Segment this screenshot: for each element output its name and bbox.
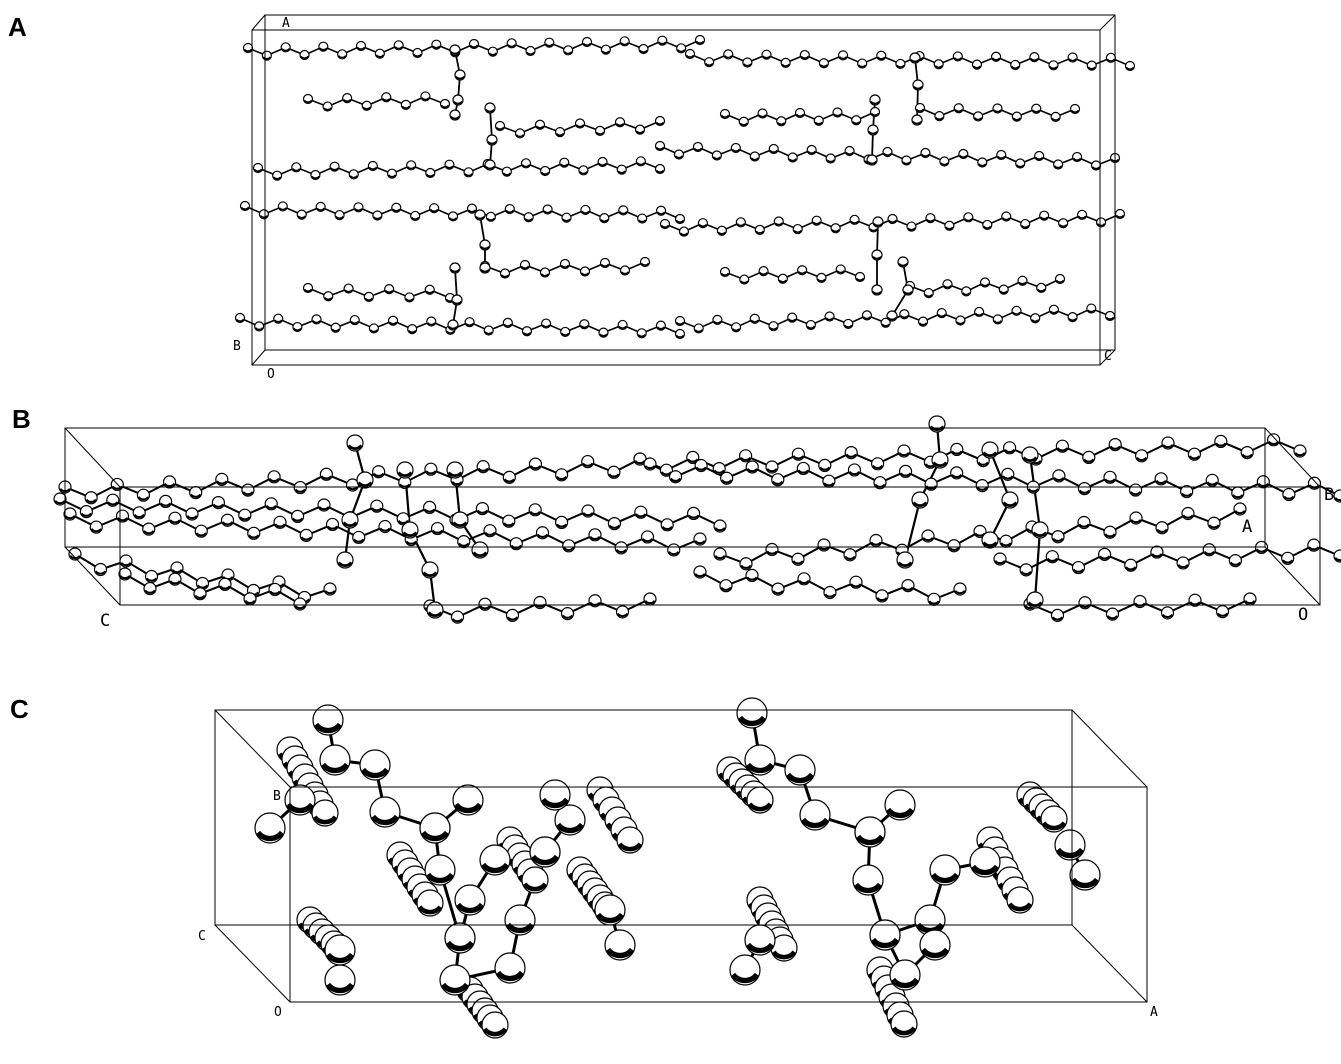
atoms <box>54 36 1341 1039</box>
panel-label: A <box>8 12 27 42</box>
axis-label: O <box>274 1005 282 1020</box>
bond <box>245 206 680 219</box>
panel-label: C <box>10 694 29 724</box>
cell-edge <box>65 547 120 605</box>
cell-edge <box>1072 925 1147 1002</box>
cell-edge <box>65 428 120 487</box>
bond <box>240 318 680 334</box>
axis-label: B <box>1324 485 1334 505</box>
axis-label: O <box>267 367 275 382</box>
axis-label: C <box>100 611 110 631</box>
bond <box>640 440 1300 470</box>
bond <box>65 459 640 498</box>
cell-edge <box>1265 428 1320 487</box>
cell-edge <box>215 925 290 1002</box>
panel-label: B <box>12 404 31 434</box>
cell-edge <box>252 15 265 30</box>
axis-label: B <box>233 339 241 354</box>
figure: A B C A B C O C B A O B C O A <box>0 0 1341 1064</box>
cell-edge <box>1100 15 1115 30</box>
axis-label: B <box>273 789 281 804</box>
axis-label: O <box>1298 605 1308 625</box>
unit-cell-a <box>252 15 1115 365</box>
bond <box>60 499 720 526</box>
axis-label: C <box>1104 349 1112 364</box>
axis-label: C <box>198 929 206 944</box>
axis-label: A <box>282 16 290 31</box>
axis-label: A <box>1150 1005 1158 1020</box>
cell-edge <box>1072 710 1147 787</box>
cell-face <box>215 710 1072 925</box>
cell-edge <box>252 350 265 365</box>
axis-label: A <box>1242 517 1252 537</box>
cell-face <box>265 15 1115 350</box>
